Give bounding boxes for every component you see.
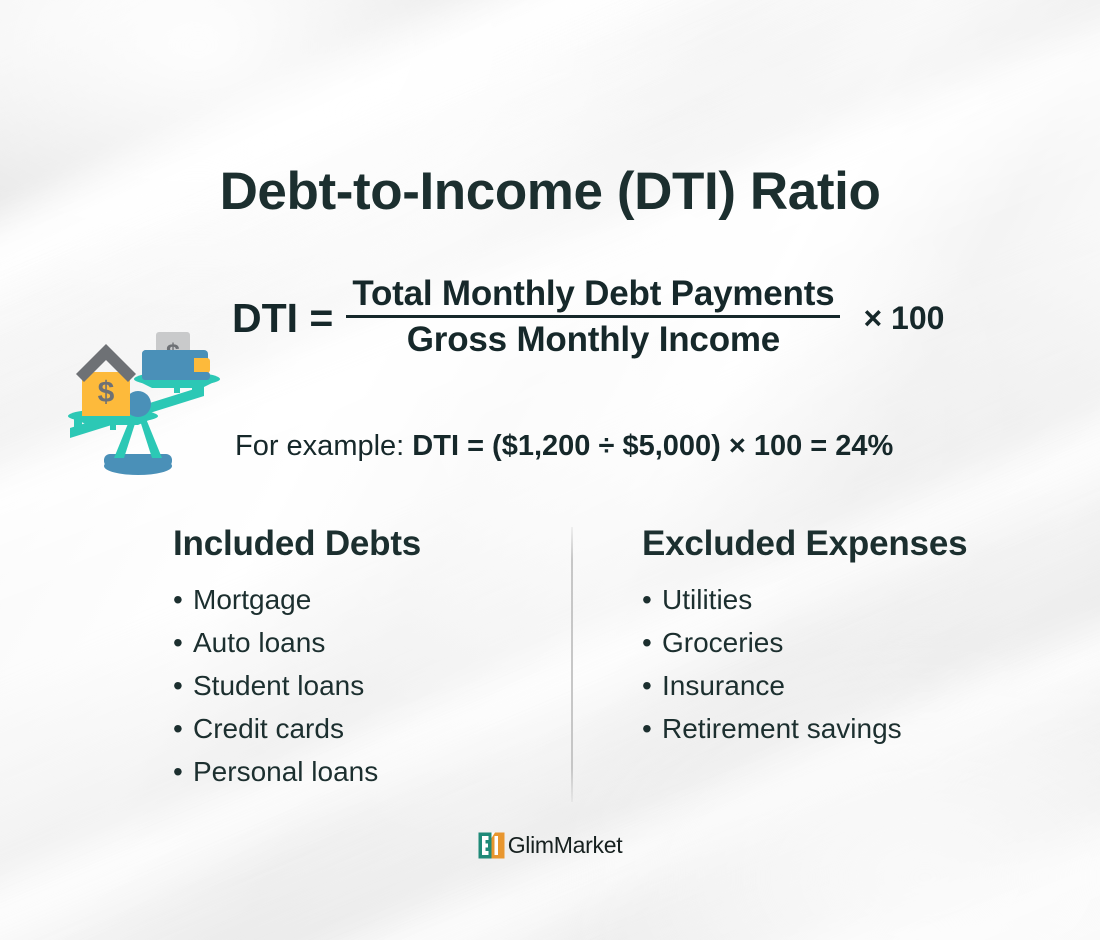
bullet-icon: •: [173, 670, 183, 701]
list-item-label: Credit cards: [193, 713, 344, 744]
list-item-label: Mortgage: [193, 584, 312, 615]
example-label: For example:: [235, 430, 413, 462]
list-item-label: Student loans: [193, 670, 365, 701]
dti-formula: DTI = Total Monthly Debt Payments Gross …: [232, 274, 945, 360]
included-debts-list: • Mortgage • Auto loans • Student loans …: [173, 578, 421, 793]
list-item: • Retirement savings: [642, 707, 967, 750]
list-item-label: Groceries: [662, 627, 784, 658]
formula-fraction: Total Monthly Debt Payments Gross Monthl…: [346, 274, 841, 360]
bullet-icon: •: [173, 713, 183, 744]
svg-text:$: $: [98, 376, 115, 409]
column-divider: [571, 527, 573, 802]
house-icon: $: [76, 344, 136, 416]
bullet-icon: •: [642, 713, 652, 744]
list-item-label: Insurance: [662, 670, 785, 701]
brand-name: GlimMarket: [507, 832, 623, 858]
list-item: • Groceries: [642, 621, 967, 664]
bullet-icon: •: [173, 756, 183, 787]
comparison-columns: Included Debts • Mortgage • Auto loans •…: [0, 524, 1100, 814]
included-debts-column: Included Debts • Mortgage • Auto loans •…: [173, 524, 421, 793]
list-item: • Student loans: [173, 664, 421, 707]
list-item-label: Personal loans: [193, 756, 379, 787]
example-calculation: For example: DTI = ($1,200 ÷ $5,000) × 1…: [235, 430, 893, 463]
bullet-icon: •: [173, 627, 183, 658]
example-expression: DTI = ($1,200 ÷ $5,000) × 100 = 24%: [412, 430, 894, 462]
formula-denominator: Gross Monthly Income: [406, 320, 781, 359]
brand-logo: GlimMarket: [0, 832, 1100, 859]
list-item-label: Auto loans: [193, 627, 326, 658]
excluded-expenses-heading: Excluded Expenses: [642, 524, 968, 563]
list-item: • Personal loans: [173, 750, 421, 793]
page-title: Debt-to-Income (DTI) Ratio: [219, 162, 881, 221]
balance-scale-house-wallet-icon: $ $: [52, 330, 220, 480]
included-debts-heading: Included Debts: [173, 524, 422, 563]
list-item: • Auto loans: [173, 621, 421, 664]
bullet-icon: •: [642, 584, 652, 615]
bullet-icon: •: [642, 627, 652, 658]
glimmarket-logo-mark: [478, 832, 505, 859]
bullet-icon: •: [642, 670, 652, 701]
list-item: • Insurance: [642, 664, 967, 707]
bullet-icon: •: [173, 584, 183, 615]
list-item-label: Utilities: [662, 584, 753, 615]
excluded-expenses-column: Excluded Expenses • Utilities • Grocerie…: [642, 524, 968, 750]
formula-numerator: Total Monthly Debt Payments: [352, 274, 835, 313]
list-item: • Mortgage: [173, 578, 421, 621]
list-item: • Utilities: [642, 578, 967, 621]
formula-multiplier: × 100: [863, 299, 945, 336]
fraction-bar: [346, 315, 841, 318]
excluded-expenses-list: • Utilities • Groceries • Insurance • Re…: [642, 578, 967, 750]
formula-left-side: DTI =: [232, 294, 334, 341]
list-item: • Credit cards: [173, 707, 421, 750]
wallet-icon: $: [142, 332, 210, 380]
list-item-label: Retirement savings: [662, 713, 902, 744]
